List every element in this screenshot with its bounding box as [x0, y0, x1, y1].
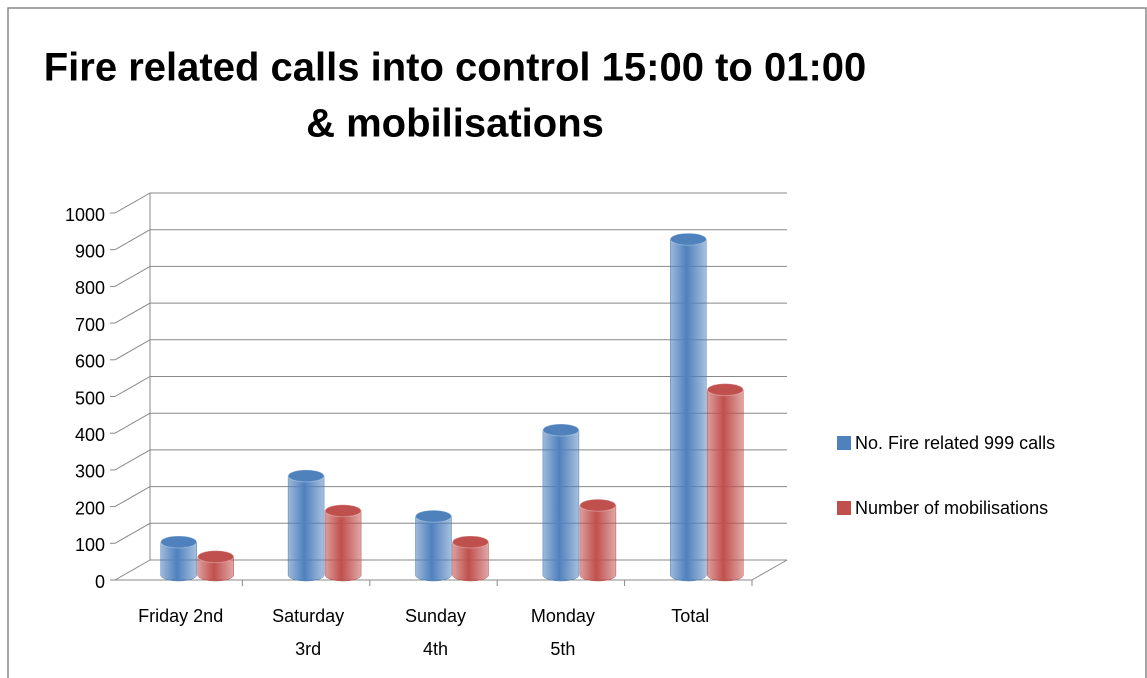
y-tick-label: 900 — [75, 241, 105, 261]
bar — [542, 429, 580, 582]
grid-line — [114, 192, 151, 214]
chart-subtitle: & mobilisations — [306, 102, 604, 146]
y-tick-label: 200 — [75, 498, 105, 518]
grid-line — [114, 486, 151, 508]
grid-line — [114, 522, 151, 544]
axis — [751, 559, 788, 581]
grid-line — [114, 265, 151, 287]
grid-line — [114, 559, 151, 581]
frame — [7, 7, 1147, 678]
bar — [160, 541, 197, 582]
grid-line — [114, 339, 151, 361]
y-tick-label: 1000 — [65, 205, 105, 225]
legend-label: No. Fire related 999 calls — [855, 433, 1055, 453]
bar-top — [160, 535, 198, 549]
y-tick-label: 800 — [75, 278, 105, 298]
grid-line — [114, 229, 151, 251]
chart-title: Fire related calls into control 15:00 to… — [44, 46, 867, 90]
y-tick-label: 500 — [75, 388, 105, 408]
bar-top — [324, 504, 362, 518]
bar-top — [287, 469, 325, 483]
bar — [670, 238, 707, 582]
bar-top — [197, 550, 235, 564]
bar-top — [579, 498, 617, 512]
bar — [415, 516, 452, 582]
x-tick-label: Friday 2nd — [138, 606, 224, 626]
bar-top — [415, 509, 452, 523]
legend-label: Number of mobilisations — [855, 498, 1048, 518]
bar — [452, 541, 489, 582]
x-tick-label: Total — [671, 606, 710, 626]
x-tick-label: Monday 5th — [530, 606, 595, 659]
grid-line — [114, 302, 151, 324]
y-tick-label: 700 — [75, 315, 105, 335]
grid-line — [114, 412, 151, 434]
grid-line — [114, 449, 151, 471]
bar — [324, 510, 362, 582]
x-tick-label: Saturday 3rd — [272, 606, 345, 659]
bar-top — [669, 232, 707, 246]
bar — [579, 505, 617, 582]
y-tick-label: 100 — [75, 535, 105, 555]
y-tick-label: 400 — [75, 425, 105, 445]
bar — [707, 389, 744, 582]
bar — [287, 475, 325, 582]
legend-swatch — [837, 436, 851, 450]
y-tick-label: 600 — [75, 352, 105, 372]
bar — [197, 556, 234, 582]
legend-swatch — [837, 501, 851, 515]
bar-top — [706, 383, 744, 397]
grid-line — [114, 376, 151, 397]
x-tick-label: Sunday 4th — [404, 606, 467, 659]
bar-top — [542, 423, 580, 437]
y-tick-label: 0 — [95, 572, 105, 592]
bar-top — [452, 535, 489, 549]
y-tick-label: 300 — [75, 462, 105, 482]
